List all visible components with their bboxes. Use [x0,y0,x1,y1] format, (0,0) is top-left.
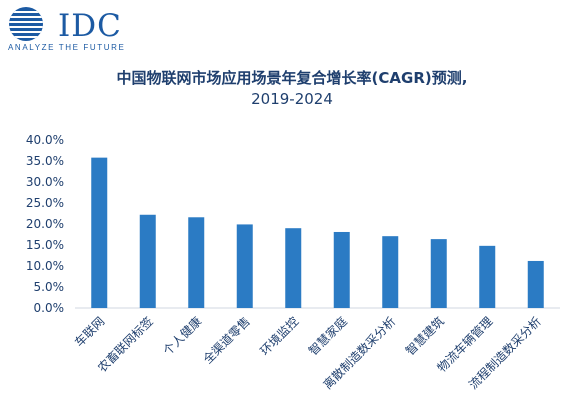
y-tick-label: 5.0% [34,280,65,294]
bar [188,217,205,308]
bar [382,236,399,308]
chart-title: 中国物联网市场应用场景年复合增长率(CAGR)预测, [116,69,468,87]
x-category-label: 车联网 [71,314,107,350]
bar [285,228,302,308]
y-tick-label: 40.0% [26,133,64,147]
chart-subtitle: 2019-2024 [251,90,333,108]
bars-group [91,157,544,308]
y-tick-label: 25.0% [26,196,64,210]
bar [333,231,350,308]
logo-tagline: ANALYZE THE FUTURE [8,43,126,52]
bar [139,214,156,308]
bar [479,245,496,308]
x-category-label: 智慧建筑 [402,314,447,359]
x-category-label: 智慧家庭 [305,314,350,359]
y-tick-label: 10.0% [26,259,64,273]
logo-wordmark: IDC [58,8,122,44]
y-axis: 0.0% 5.0% 10.0% 15.0% 20.0% 25.0% 30.0% 35.0% 40… [26,133,560,315]
bar [430,239,447,308]
x-category-label: 环境监控 [257,314,302,359]
x-category-label: 个人健康 [160,314,205,359]
x-category-label: 全渠道零售 [200,314,253,367]
idc-logo: IDC ANALYZE THE FUTURE [8,4,198,54]
y-tick-label: 0.0% [34,301,65,315]
bar [236,224,253,308]
y-tick-label: 35.0% [26,154,64,168]
y-tick-label: 30.0% [26,175,64,189]
y-tick-label: 20.0% [26,217,64,231]
idc-globe-icon [9,7,43,41]
bar [91,157,108,308]
chart-title-block: 中国物联网市场应用场景年复合增长率(CAGR)预测, 2019-2024 [0,68,584,110]
y-tick-label: 15.0% [26,238,64,252]
bar [527,260,544,308]
